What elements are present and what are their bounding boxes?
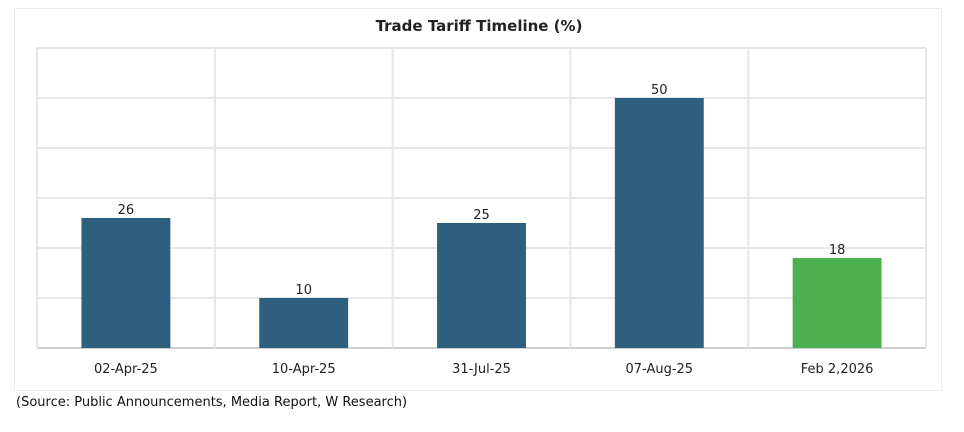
data-labels: 26 10 25 50 18 [118, 83, 846, 298]
data-label: 18 [829, 243, 846, 258]
data-label: 50 [651, 83, 668, 98]
bar [614, 98, 704, 348]
x-tick-label: 02-Apr-25 [94, 362, 158, 377]
source-note: (Source: Public Announcements, Media Rep… [16, 395, 408, 410]
bar-chart: 26 10 25 50 18 02-Apr-25 10-Apr-25 31-Jul-25 07… [36, 47, 927, 377]
x-tick-label: 07-Aug-25 [626, 362, 694, 377]
bar [437, 223, 526, 348]
bar [81, 218, 171, 348]
data-label: 25 [473, 208, 490, 223]
x-tick-label: Feb 2,2026 [801, 362, 874, 377]
data-label: 26 [118, 203, 135, 218]
data-label: 10 [295, 283, 312, 298]
x-tick-label: 31-Jul-25 [452, 362, 511, 377]
x-tick-labels: 02-Apr-25 10-Apr-25 31-Jul-25 07-Aug-25 Feb … [94, 362, 873, 377]
x-tick-label: 10-Apr-25 [272, 362, 336, 377]
chart-title: Trade Tariff Timeline (%) [375, 17, 583, 35]
bar [792, 258, 882, 348]
bars [81, 98, 882, 348]
bar [259, 298, 349, 348]
chart-container: Trade Tariff Timeline (%) 26 10 25 50 18 02-… [14, 8, 942, 391]
